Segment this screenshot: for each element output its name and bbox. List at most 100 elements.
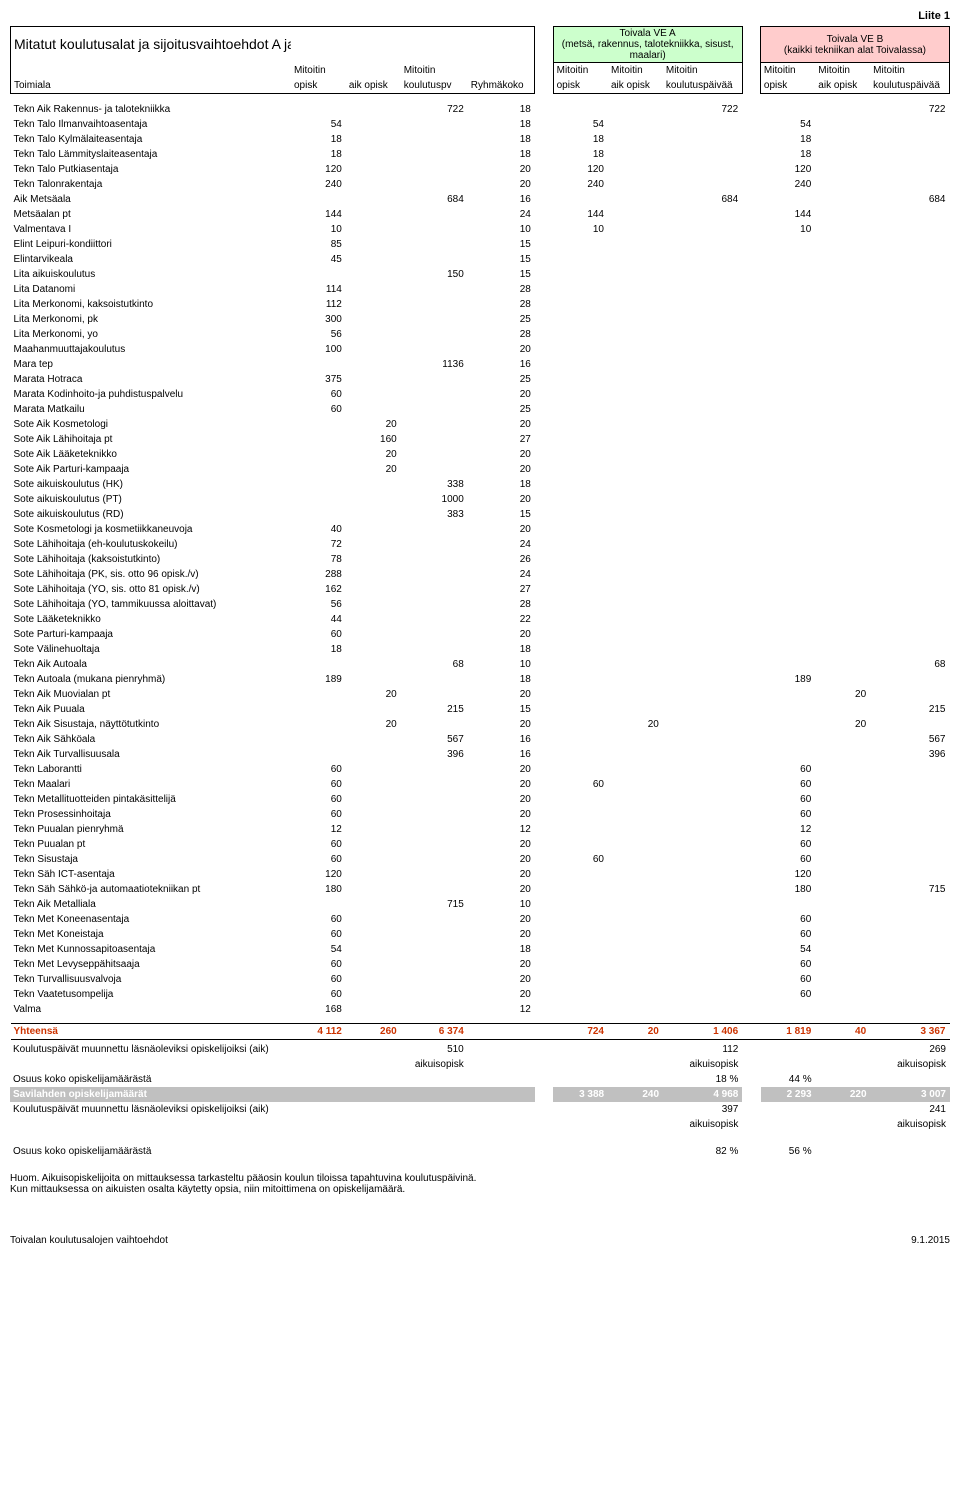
s1v2: 112 [663, 1042, 742, 1057]
row-label: Marata Kodinhoito-ja puhdistuspalvelu [11, 387, 291, 402]
table-row: Lita aikuiskoulutus15015 [11, 267, 950, 282]
table-row: Elint Leipuri-kondiittori8515 [11, 237, 950, 252]
row-label: Tekn Säh ICT-asentaja [11, 867, 291, 882]
totals-label: Yhteensä [11, 1024, 291, 1040]
row-label: Sote Aik Kosmetologi [11, 417, 291, 432]
note-2: Kun mittauksessa on aikuisten osalta käy… [10, 1184, 950, 1195]
row-label: Sote Aik Parturi-kampaaja [11, 462, 291, 477]
table-row: Tekn Talo Ilmanvaihtoasentaja54185454 [11, 117, 950, 132]
col-kpv3: koulutuspäivää [870, 78, 949, 94]
table-row: Tekn Puualan pt602060 [11, 837, 950, 852]
row-label: Tekn Laborantti [11, 762, 291, 777]
row-label: Tekn Metallituotteiden pintakäsittelijä [11, 792, 291, 807]
col-aik3: aik opisk [815, 78, 870, 94]
row-label: Tekn Sisustaja [11, 852, 291, 867]
table-row: Tekn Prosessinhoitaja602060 [11, 807, 950, 822]
row-label: Marata Matkailu [11, 402, 291, 417]
aik4: aikuisopisk [663, 1117, 742, 1132]
col-opisk3: opisk [760, 78, 815, 94]
col-kpv1: koulutuspv [401, 78, 468, 94]
aik2: aikuisopisk [663, 1057, 742, 1072]
table-row: Tekn Met Koneenasentaja602060 [11, 912, 950, 927]
h-mitoitin1: Mitoitin [291, 63, 346, 79]
table-row: Marata Kodinhoito-ja puhdistuspalvelu602… [11, 387, 950, 402]
table-row: Tekn Metallituotteiden pintakäsittelijä6… [11, 792, 950, 807]
row-label: Mara tep [11, 357, 291, 372]
row-label: Tekn Säh Sähkö-ja automaatiotekniikan pt [11, 882, 291, 897]
aik1: aikuisopisk [401, 1057, 468, 1072]
table-row: Tekn Met Koneistaja602060 [11, 927, 950, 942]
summary-table: Koulutuspäivät muunnettu läsnäoleviksi o… [10, 1042, 950, 1159]
row-label: Lita Datanomi [11, 282, 291, 297]
table-row: Tekn Aik Puuala21515215 [11, 702, 950, 717]
table-row: Sote Lähihoitaja (YO, sis. otto 81 opisk… [11, 582, 950, 597]
table-row: Sote Lähihoitaja (kaksoistutkinto)7826 [11, 552, 950, 567]
row-label: Tekn Aik Rakennus- ja talotekniikka [11, 102, 291, 117]
table-row: Tekn Säh ICT-asentaja12020120 [11, 867, 950, 882]
row-label: Sote aikuiskoulutus (HK) [11, 477, 291, 492]
row-label: Sote Parturi-kampaaja [11, 627, 291, 642]
table-row: Sote Välinehuoltaja1818 [11, 642, 950, 657]
main-table: Mitatut koulutusalat ja sijoitusvaihtoeh… [10, 26, 950, 1040]
col-opisk2: opisk [553, 78, 608, 94]
row-label: Sote Aik Lääketeknikko [11, 447, 291, 462]
s2v1: 397 [663, 1102, 742, 1117]
s1v3: 269 [871, 1042, 950, 1057]
table-row: Sote Aik Lääketeknikko2020 [11, 447, 950, 462]
row-label: Tekn Aik Turvallisuusala [11, 747, 291, 762]
row-label: Tekn Maalari [11, 777, 291, 792]
table-row: Tekn Aik Sähköala56716567 [11, 732, 950, 747]
table-row: Marata Hotraca37525 [11, 372, 950, 387]
row-label: Tekn Talo Kylmälaiteasentaja [11, 132, 291, 147]
col-opisk1: opisk [291, 78, 346, 94]
row-label: Marata Hotraca [11, 372, 291, 387]
h-mitoitin5: Mitoitin [663, 63, 742, 79]
row-label: Tekn Vaatetusompelija [11, 987, 291, 1002]
row-label: Sote Kosmetologi ja kosmetiikkaneuvoja [11, 522, 291, 537]
table-row: Tekn Talo Kylmälaiteasentaja18181818 [11, 132, 950, 147]
osuus1b: 44 % [761, 1072, 816, 1087]
footer-right: 9.1.2015 [911, 1235, 950, 1246]
table-row: Maahanmuuttajakoulutus10020 [11, 342, 950, 357]
table-row: Tekn Vaatetusompelija602060 [11, 987, 950, 1002]
table-row: Lita Datanomi11428 [11, 282, 950, 297]
h-mitoitin6: Mitoitin [760, 63, 815, 79]
row-label: Sote Lääketeknikko [11, 612, 291, 627]
col-aik1: aik opisk [346, 78, 401, 94]
table-row: Tekn Laborantti602060 [11, 762, 950, 777]
row-label: Sote aikuiskoulutus (PT) [11, 492, 291, 507]
summary-line1-label: Koulutuspäivät muunnettu läsnäoleviksi o… [10, 1042, 346, 1057]
row-label: Sote aikuiskoulutus (RD) [11, 507, 291, 522]
row-label: Elint Leipuri-kondiittori [11, 237, 291, 252]
row-label: Sote Aik Lähihoitaja pt [11, 432, 291, 447]
aik5: aikuisopisk [871, 1117, 950, 1132]
osuus2a: 82 % [553, 1144, 742, 1159]
table-row: Valma16812 [11, 1002, 950, 1017]
col-ryhma: Ryhmäkoko [468, 78, 535, 94]
table-row: Sote Parturi-kampaaja6020 [11, 627, 950, 642]
row-label: Tekn Met Kunnossapitoasentaja [11, 942, 291, 957]
table-row: Lita Merkonomi, pk30025 [11, 312, 950, 327]
sv2: 4 968 [663, 1087, 742, 1102]
osuus1a: 18 % [553, 1072, 742, 1087]
table-row: Tekn Autoala (mukana pienryhmä)18918189 [11, 672, 950, 687]
row-label: Valma [11, 1002, 291, 1017]
table-row: Sote Lähihoitaja (YO, tammikuussa aloitt… [11, 597, 950, 612]
col-toimiala: Toimiala [11, 78, 291, 94]
table-row: Sote aikuiskoulutus (RD)38315 [11, 507, 950, 522]
row-label: Tekn Puualan pienryhmä [11, 822, 291, 837]
row-label: Tekn Talonrakentaja [11, 177, 291, 192]
table-row: Sote Lääketeknikko4422 [11, 612, 950, 627]
row-label: Tekn Aik Muovialan pt [11, 687, 291, 702]
row-label: Tekn Aik Sähköala [11, 732, 291, 747]
row-label: Elintarvikeala [11, 252, 291, 267]
page-title: Mitatut koulutusalat ja sijoitusvaihtoeh… [11, 27, 291, 63]
table-row: Tekn Aik Muovialan pt202020 [11, 687, 950, 702]
row-label: Tekn Met Koneenasentaja [11, 912, 291, 927]
table-row: Tekn Aik Autoala681068 [11, 657, 950, 672]
row-label: Tekn Talo Putkiasentaja [11, 162, 291, 177]
table-row: Tekn Turvallisuusvalvoja602060 [11, 972, 950, 987]
row-label: Tekn Met Koneistaja [11, 927, 291, 942]
row-label: Sote Lähihoitaja (YO, sis. otto 81 opisk… [11, 582, 291, 597]
row-label: Lita Merkonomi, kaksoistutkinto [11, 297, 291, 312]
